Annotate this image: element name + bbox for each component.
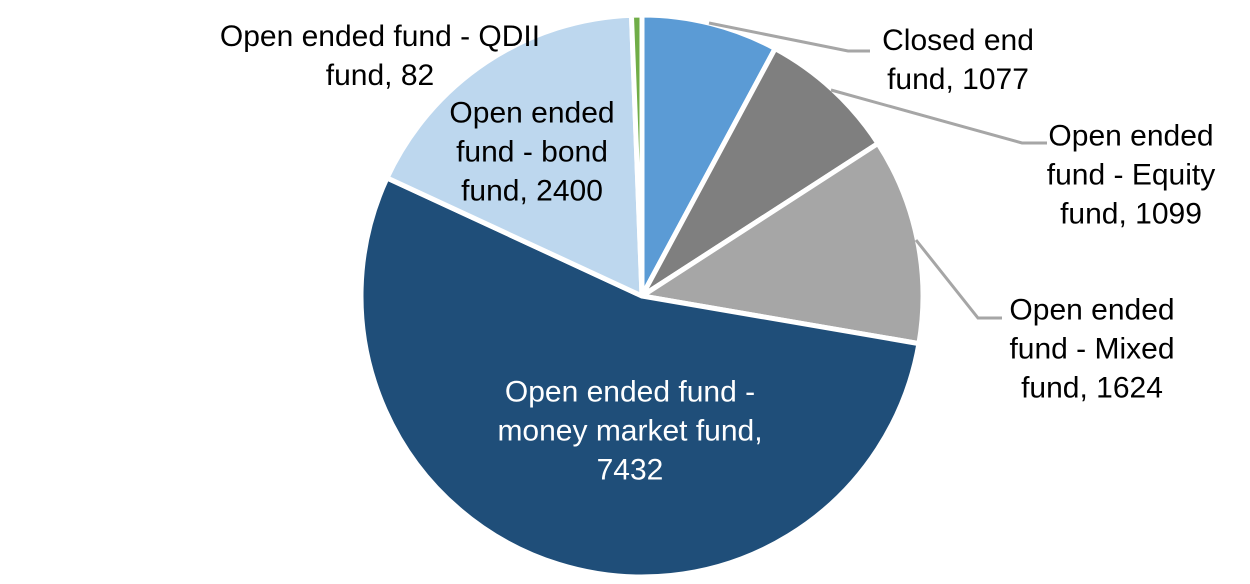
data-label-open-ended-money-market-fund: Open ended fund - money market fund, 743…: [497, 375, 763, 487]
data-label-open-ended-qdii-fund: Open ended fund - QDII fund, 82: [219, 20, 541, 92]
leader-line-open-ended-mixed-fund: [914, 239, 1002, 320]
leader-line-open-ended-equity-fund: [830, 88, 1047, 145]
pie-slice-open-ended-qdii-fund: [628, 12, 645, 299]
data-label-closed-end-fund: Closed end fund, 1077: [882, 24, 1034, 96]
pie-slice-open-ended-money-market-fund: [358, 175, 922, 580]
pie-slice-open-ended-bond-fund: [384, 12, 645, 299]
data-label-open-ended-mixed-fund: Open ended fund - Mixed fund, 1624: [1009, 293, 1175, 405]
data-label-open-ended-bond-fund: Open ended fund - bond fund, 2400: [449, 96, 615, 208]
data-label-open-ended-equity-fund: Open ended fund - Equity fund, 1099: [1046, 119, 1216, 231]
leader-line-closed-end-fund: [708, 21, 870, 53]
